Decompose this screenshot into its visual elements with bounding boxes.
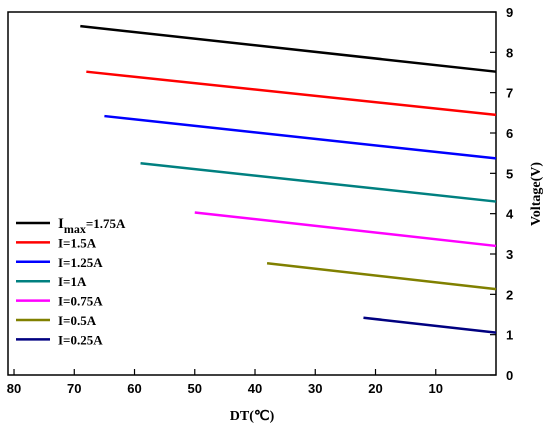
legend-label: I=1A xyxy=(58,274,87,289)
x-tick-label: 20 xyxy=(368,381,382,396)
x-tick-label: 40 xyxy=(248,381,262,396)
y-tick-label: 3 xyxy=(506,247,513,262)
y-tick-label: 8 xyxy=(506,45,513,60)
plot-frame xyxy=(7,11,497,376)
x-tick-label: 60 xyxy=(127,381,141,396)
y-tick-label: 9 xyxy=(506,5,513,20)
legend-label: I=1.5A xyxy=(58,235,97,250)
x-tick-label: 70 xyxy=(67,381,81,396)
legend-label: Imax=1.75A xyxy=(58,216,126,236)
y-tick-label: 0 xyxy=(506,368,513,383)
x-tick-label: 30 xyxy=(308,381,322,396)
x-axis-title: DT(℃) xyxy=(230,409,275,424)
y-tick-label: 5 xyxy=(506,166,513,181)
x-tick-label: 80 xyxy=(7,381,21,396)
x-tick-label: 10 xyxy=(429,381,443,396)
y-tick-label: 4 xyxy=(506,207,514,222)
legend-label: I=0.25A xyxy=(58,332,103,347)
series-line-3 xyxy=(140,162,497,203)
series-line-6 xyxy=(363,316,497,334)
legend-label: I=0.5A xyxy=(58,313,97,328)
y-tick-label: 6 xyxy=(506,126,513,141)
y-tick-label: 7 xyxy=(506,86,513,101)
series-line-0 xyxy=(80,24,497,73)
x-tick-label: 50 xyxy=(188,381,202,396)
legend-label: I=0.75A xyxy=(58,294,103,309)
legend-label: I=1.25A xyxy=(58,255,103,270)
series-line-1 xyxy=(86,70,497,117)
series-line-4 xyxy=(194,211,497,248)
y-tick-label: 1 xyxy=(506,328,513,343)
series-line-5 xyxy=(266,262,497,291)
y-tick-label: 2 xyxy=(506,287,513,302)
series-line-2 xyxy=(104,114,497,160)
y-axis-title: Voltage(V) xyxy=(529,162,544,226)
